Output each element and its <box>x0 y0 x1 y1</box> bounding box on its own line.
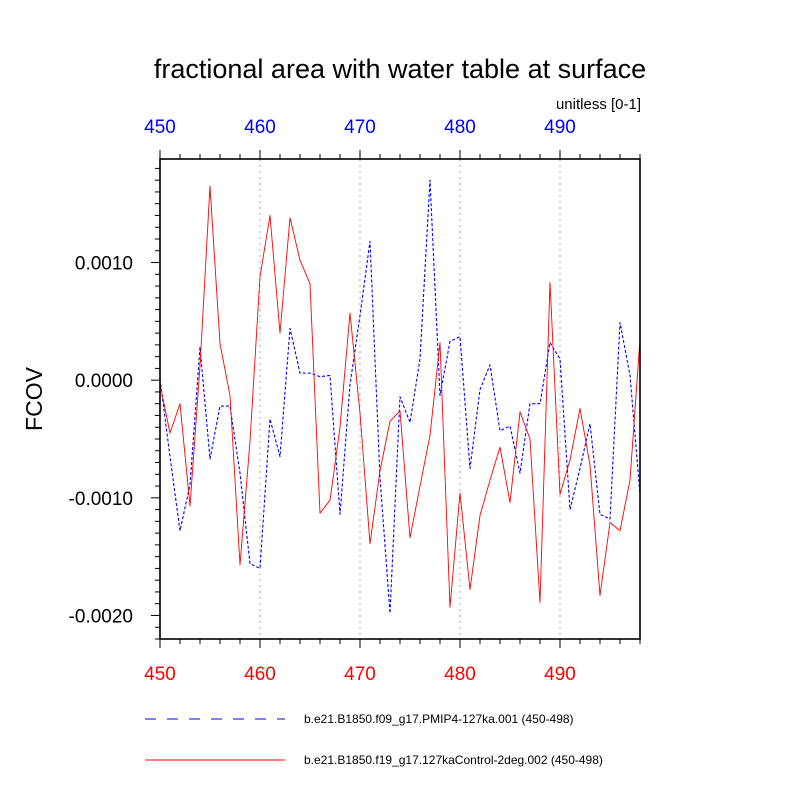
y-axis-label: FCOV <box>21 366 47 431</box>
legend: b.e21.B1850.f09_g17.PMIP4-127ka.001 (450… <box>145 712 603 767</box>
axis-ticks <box>151 150 641 648</box>
grid-lines <box>259 159 561 639</box>
series-line-2 <box>159 185 641 608</box>
x-tick-label-bottom: 470 <box>344 664 376 685</box>
legend-label-1: b.e21.B1850.f09_g17.PMIP4-127ka.001 (450… <box>304 712 574 726</box>
units-label: unitless [0-1] <box>556 96 641 113</box>
x-tick-label-bottom: 450 <box>144 664 176 685</box>
x-tick-label-top: 460 <box>244 117 276 138</box>
x-tick-label-top: 470 <box>344 117 376 138</box>
y-tick-label: -0.0020 <box>69 606 133 627</box>
legend-label-2: b.e21.B1850.f19_g17.127kaControl-2deg.00… <box>304 753 603 767</box>
series-line-1 <box>159 179 641 614</box>
x-tick-label-top: 450 <box>144 117 176 138</box>
x-tick-label-bottom: 490 <box>544 664 576 685</box>
chart-title: fractional area with water table at surf… <box>154 54 646 84</box>
x-tick-label-top: 490 <box>544 117 576 138</box>
y-tick-label: 0.0000 <box>75 371 133 392</box>
x-tick-label-bottom: 460 <box>244 664 276 685</box>
y-tick-label: -0.0010 <box>69 489 133 510</box>
plot-frame <box>159 158 641 640</box>
tick-labels: 450 450 460 460 470 470 480 480 490 490 0.0010 0.00… <box>69 117 576 685</box>
series-group <box>159 179 641 614</box>
x-tick-label-top: 480 <box>444 117 476 138</box>
x-tick-label-bottom: 480 <box>444 664 476 685</box>
y-tick-label: 0.0010 <box>75 254 133 275</box>
